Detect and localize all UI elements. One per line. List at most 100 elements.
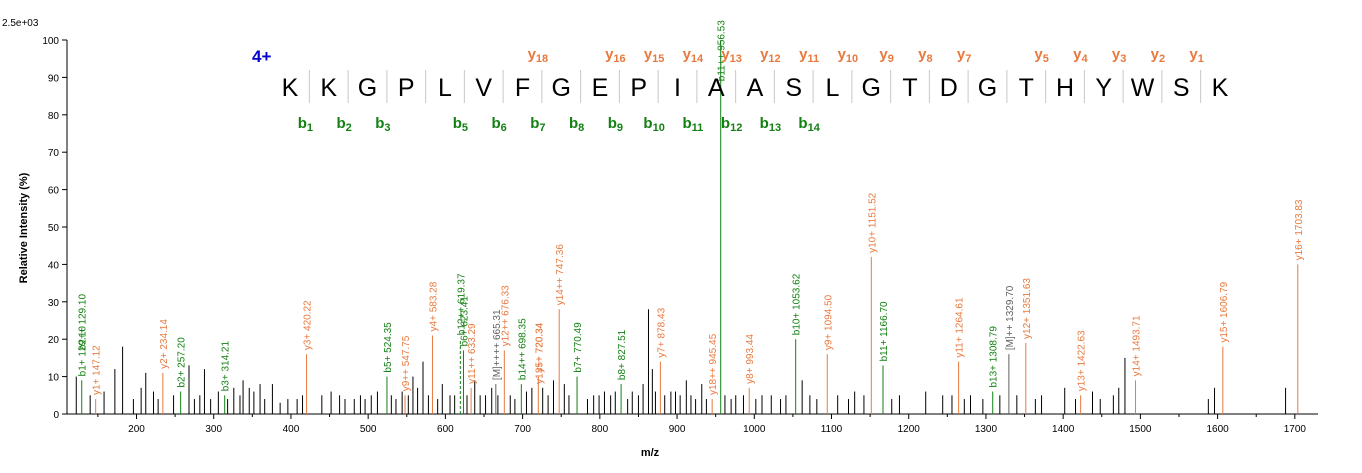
peak-label: b5+ 524.35 [383, 322, 394, 373]
b-ion-label: b8 [569, 115, 584, 134]
b-ion-label: b1 [298, 115, 313, 134]
x-tick-label: 800 [591, 424, 608, 435]
y-tick-label: 30 [48, 298, 60, 309]
y-tick-label: 40 [48, 260, 60, 271]
b-ion-label: b6 [491, 115, 506, 134]
sequence-residue: T [1019, 74, 1034, 102]
sequence-residue: G [862, 74, 881, 102]
y-ion-label: y10 [838, 46, 859, 65]
peak-label: y9++ 547.75 [401, 335, 412, 391]
b-ion-label: b3 [375, 115, 390, 134]
peak-label: y13+ 1422.63 [1077, 330, 1088, 391]
x-tick-label: 400 [283, 424, 300, 435]
peak-label: y10+ 1151.52 [867, 192, 878, 253]
peak-label: [M]++++ 665.31 [492, 309, 503, 380]
peak-label: b13+ 1308.79 [989, 326, 1000, 388]
y-ion-label: y4 [1073, 46, 1088, 65]
charge-state-label: 4+ [252, 47, 271, 66]
peak-label: b14++ 698.35 [517, 318, 528, 380]
axes: 0 10 20 30 40 50 60 70 80 90 100 200 300 400 500 600 700… [42, 36, 1318, 435]
peak-label: b8+ 827.51 [617, 329, 628, 380]
peak-label: b11+ 1166.70 [879, 301, 890, 361]
y-ion-label: y15 [644, 46, 665, 65]
x-tick-label: 500 [360, 424, 377, 435]
y-ion-label: y3 [1112, 46, 1126, 65]
y-ion-label: y18 [528, 46, 549, 65]
y-tick-label: 90 [48, 73, 60, 84]
sequence-residue: W [1131, 74, 1155, 102]
x-tick-label: 200 [128, 424, 145, 435]
peak-label: y7+ 878.43 [656, 307, 667, 357]
peak-label: b1+ 129.10 [78, 326, 89, 377]
sequence-map: 4+ K K G P L V F G E P I A A S L G T D G T H Y W S Kb1 b2 b3 b5 b6 b7… [252, 46, 1229, 134]
peak-label: b3+ 314.21 [221, 341, 232, 392]
sequence-residue: K [1212, 74, 1229, 102]
b-ion-label: b5 [453, 115, 468, 134]
sequence-residue: T [902, 74, 917, 102]
peak-label: b12++ 619.37 [456, 273, 467, 335]
x-tick-label: 900 [669, 424, 686, 435]
x-tick-label: 1100 [821, 424, 843, 435]
sequence-residue: D [940, 74, 958, 102]
sequence-residue: S [785, 74, 802, 102]
sequence-residue: F [515, 74, 530, 102]
b-ion-label: b9 [608, 115, 623, 134]
peak-label: y15+ 1606.79 [1219, 281, 1230, 342]
y-axis-title: Relative Intensity (%) [18, 172, 30, 283]
y-ion-label: y8 [918, 46, 932, 65]
sequence-residue: G [358, 74, 377, 102]
b-ion-label: b12 [721, 115, 742, 134]
x-tick-label: 1000 [743, 424, 766, 435]
peak-label: y11++ 633.29 [467, 323, 478, 384]
sequence-residue: H [1056, 74, 1074, 102]
sequence-residue: A [747, 74, 764, 102]
peak-label: b7+ 770.49 [573, 322, 584, 373]
peak-label: b2++ 129.10 [78, 294, 89, 351]
peak-label: y13++ 720.34 [534, 322, 545, 384]
sequence-residue: L [826, 74, 840, 102]
peak-label: b11++ 956.53 [717, 20, 728, 81]
peak-label: y16+ 1703.83 [1294, 199, 1305, 260]
y-ion-label: y5 [1034, 46, 1048, 65]
y-ion-label: y11 [799, 46, 819, 65]
peak-label: y1+ 147.12 [92, 345, 103, 395]
y-tick-label: 10 [48, 373, 60, 384]
x-tick-label: 1300 [975, 424, 998, 435]
sequence-residue: Y [1095, 74, 1112, 102]
peak-label: y14++ 747.36 [555, 244, 566, 306]
y-tick-label: 60 [48, 186, 60, 197]
peak-label: y5+ 720.34 [534, 322, 545, 372]
y-ion-label: y16 [605, 46, 626, 65]
sequence-residue: A [708, 74, 725, 102]
y-ion-label: y7 [957, 46, 971, 65]
sequence-residue: G [978, 74, 997, 102]
peak-label: [M]++ 1329.70 [1005, 285, 1016, 350]
peak-label: y8+ 993.44 [745, 334, 756, 384]
peak-label: b10+ 1053.62 [792, 273, 803, 335]
b-ion-label: b11 [682, 115, 703, 134]
y-ion-label: y9 [879, 46, 893, 65]
peak-label: y12+ 1351.63 [1022, 278, 1033, 339]
peak-label: y9+ 1094.50 [823, 294, 834, 350]
b-ion-label: b7 [530, 115, 545, 134]
sequence-residue: V [475, 74, 492, 102]
b-ion-label: b10 [643, 115, 664, 134]
peak-label: y3+ 420.22 [303, 300, 314, 350]
y-tick-label: 50 [48, 223, 60, 234]
y-tick-label: 70 [48, 148, 60, 159]
peak-label: y11+ 1264.61 [955, 297, 966, 358]
y-ion-label: y1 [1189, 46, 1203, 65]
x-tick-label: 300 [205, 424, 222, 435]
y-ion-label: y2 [1151, 46, 1165, 65]
y-tick-label: 0 [53, 410, 59, 421]
peak-label: y2+ 234.14 [159, 319, 170, 369]
sequence-residue: K [320, 74, 337, 102]
peak-label: y18++ 945.45 [708, 333, 719, 395]
y-tick-label: 20 [48, 335, 60, 346]
sequence-residue: E [592, 74, 609, 102]
x-tick-label: 1600 [1206, 424, 1229, 435]
sequence-residue: S [1173, 74, 1190, 102]
x-tick-label: 1500 [1129, 424, 1152, 435]
sequence-residue: G [552, 74, 571, 102]
